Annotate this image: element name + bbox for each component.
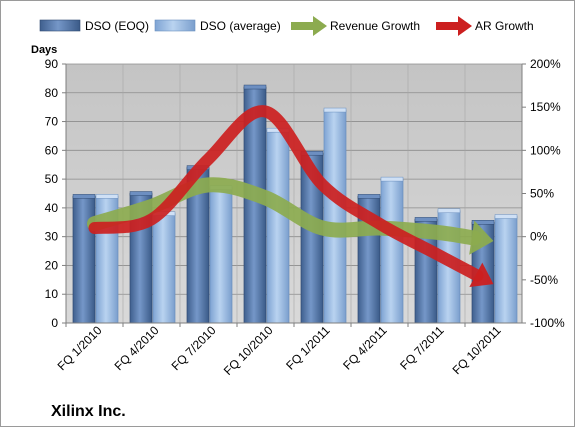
legend-arrow-ar-growth xyxy=(436,16,472,36)
legend-item-ar-growth: AR Growth xyxy=(436,16,534,36)
y2-tick-label: 0% xyxy=(530,230,548,244)
y2-tick-label: 150% xyxy=(530,100,561,114)
y2-tick-label: -50% xyxy=(530,273,558,287)
y2-tick-label: 100% xyxy=(530,143,561,157)
y-tick-label: 30 xyxy=(45,230,59,244)
y-tick-label: 10 xyxy=(45,287,59,301)
bar-cap-dso-eoq xyxy=(129,191,153,196)
revenue-growth-arrow-head xyxy=(469,220,494,255)
y-axis-label: Days xyxy=(31,44,57,56)
legend-arrow-revenue-growth xyxy=(291,16,327,36)
y-tick-label: 50 xyxy=(45,172,59,186)
legend-label-dso-average: DSO (average) xyxy=(200,19,281,33)
x-tick-label: FQ 10/2010 xyxy=(221,323,276,378)
legend-item-dso-average: DSO (average) xyxy=(154,19,281,33)
y-tick-label: 60 xyxy=(45,143,59,157)
y-tick-label: 70 xyxy=(45,115,59,129)
bar-cap-dso-eoq xyxy=(471,220,495,225)
x-tick-label: FQ 7/2010 xyxy=(169,323,219,373)
x-tick-label: FQ 4/2010 xyxy=(112,323,162,373)
bar-cap-dso-eoq xyxy=(72,194,96,199)
bar-cap-dso-average xyxy=(323,107,347,113)
y2-tick-label: 200% xyxy=(530,57,561,71)
bar-dso-average xyxy=(380,178,404,324)
legend-swatch-dso-eoq xyxy=(39,19,81,32)
y2-tick-label: -100% xyxy=(530,316,565,330)
legend-label-ar-growth: AR Growth xyxy=(475,19,534,33)
bar-cap-dso-eoq xyxy=(357,194,381,199)
bar-cap-dso-average xyxy=(380,176,404,182)
bar-cap-dso-average xyxy=(494,214,518,219)
x-tick-label: FQ 1/2011 xyxy=(283,323,333,373)
bar-cap-dso-average xyxy=(437,208,461,214)
y2-tick-label: 50% xyxy=(530,187,554,201)
legend-swatch-dso-average xyxy=(154,19,196,32)
legend-item-revenue-growth: Revenue Growth xyxy=(291,16,420,36)
revenue-growth-arrow-line xyxy=(87,177,482,246)
ar-growth-arrow-line xyxy=(88,105,484,282)
legend-label-revenue-growth: Revenue Growth xyxy=(330,19,420,33)
y-axis-ticks: 0 10 20 30 40 50 60 70 80 90 xyxy=(45,57,66,330)
y-tick-label: 80 xyxy=(45,86,59,100)
bar-cap-dso-eoq xyxy=(414,217,438,222)
x-tick-label: FQ 1/2010 xyxy=(55,323,105,373)
bar-dso-average xyxy=(209,187,233,324)
x-axis-ticks: FQ 1/2010 FQ 4/2010 FQ 7/2010 FQ 10/2010 FQ … xyxy=(55,323,504,378)
growth-arrows xyxy=(87,105,494,287)
y-tick-label: 0 xyxy=(51,316,58,330)
bar-cap-dso-eoq xyxy=(243,84,267,90)
x-tick-label: FQ 7/2011 xyxy=(397,323,447,373)
y-tick-label: 90 xyxy=(45,57,59,71)
legend: DSO (EOQ) DSO (average) Revenue Growth A… xyxy=(39,16,534,36)
bar-cap-dso-average xyxy=(95,194,119,199)
bar-dso-average xyxy=(152,213,176,324)
bar-dso-average xyxy=(494,216,518,324)
bar-dso-eoq xyxy=(72,196,96,324)
bar-dso-average xyxy=(323,109,347,324)
bar-dso-average xyxy=(266,129,290,324)
chart-title: Xilinx Inc. xyxy=(51,403,126,420)
y-tick-label: 20 xyxy=(45,258,59,272)
x-tick-label: FQ 4/2011 xyxy=(340,323,390,373)
ar-growth-arrow-head xyxy=(469,262,494,287)
y2-axis-ticks: -100% -50% 0% 50% 100% 150% 200% xyxy=(522,57,565,330)
legend-item-dso-eoq: DSO (EOQ) xyxy=(39,19,149,33)
y-tick-label: 40 xyxy=(45,201,59,215)
x-tick-label: FQ 10/2011 xyxy=(450,323,504,377)
legend-label-dso-eoq: DSO (EOQ) xyxy=(85,19,149,33)
